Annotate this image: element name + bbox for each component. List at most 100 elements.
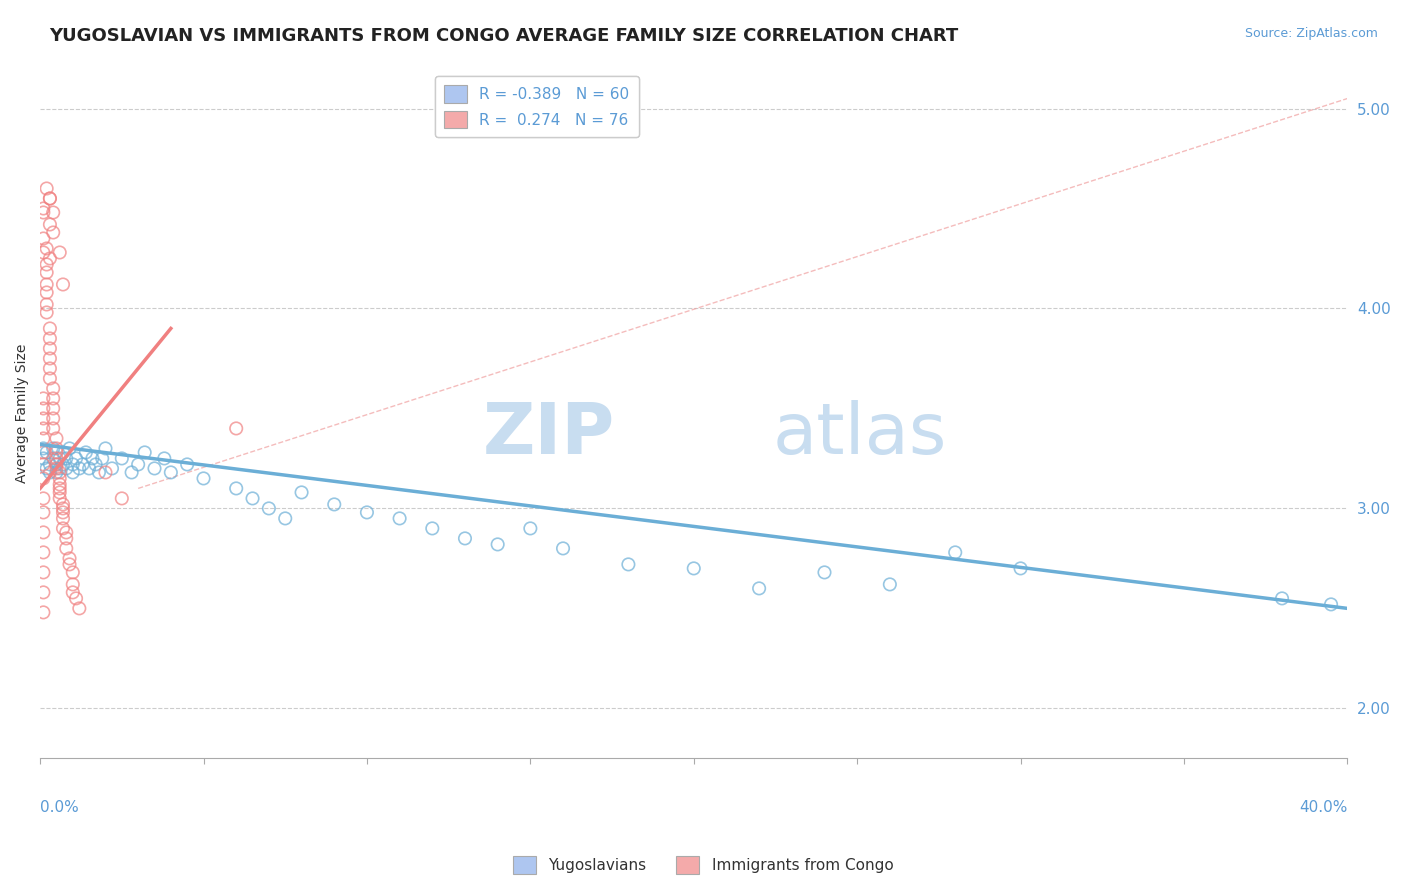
Point	[225, 421, 247, 435]
Point	[160, 466, 183, 480]
Point	[52, 277, 75, 292]
Point	[62, 458, 84, 472]
Point	[91, 451, 114, 466]
Point	[65, 591, 87, 606]
Point	[153, 451, 176, 466]
Point	[143, 461, 166, 475]
Point	[67, 461, 90, 475]
Point	[52, 445, 75, 459]
Point	[134, 445, 156, 459]
Point	[55, 541, 77, 556]
Point	[1320, 598, 1343, 612]
Point	[32, 401, 55, 416]
Point	[32, 505, 55, 519]
Legend: Yugoslavians, Immigrants from Congo: Yugoslavians, Immigrants from Congo	[506, 850, 900, 880]
Point	[193, 471, 215, 485]
Point	[65, 451, 87, 466]
Text: Source: ZipAtlas.com: Source: ZipAtlas.com	[1244, 27, 1378, 40]
Point	[1010, 561, 1032, 575]
Point	[32, 231, 55, 245]
Point	[84, 458, 107, 472]
Point	[58, 551, 80, 566]
Point	[52, 501, 75, 516]
Point	[42, 442, 65, 456]
Text: YUGOSLAVIAN VS IMMIGRANTS FROM CONGO AVERAGE FAMILY SIZE CORRELATION CHART: YUGOSLAVIAN VS IMMIGRANTS FROM CONGO AVE…	[49, 27, 959, 45]
Point	[257, 501, 280, 516]
Point	[67, 601, 90, 615]
Point	[39, 361, 62, 376]
Point	[42, 401, 65, 416]
Point	[35, 242, 58, 256]
Point	[48, 482, 70, 496]
Point	[39, 371, 62, 385]
Point	[48, 461, 70, 475]
Point	[45, 461, 67, 475]
Point	[62, 585, 84, 599]
Point	[323, 497, 346, 511]
Point	[32, 585, 55, 599]
Point	[42, 392, 65, 406]
Point	[32, 491, 55, 506]
Point	[32, 202, 55, 216]
Point	[94, 466, 117, 480]
Point	[52, 497, 75, 511]
Point	[486, 537, 509, 551]
Point	[94, 442, 117, 456]
Point	[454, 532, 477, 546]
Point	[943, 545, 966, 559]
Point	[32, 525, 55, 540]
Point	[77, 461, 100, 475]
Point	[48, 471, 70, 485]
Point	[55, 461, 77, 475]
Point	[617, 558, 640, 572]
Point	[32, 421, 55, 435]
Point	[42, 411, 65, 425]
Point	[32, 471, 55, 485]
Point	[39, 192, 62, 206]
Point	[52, 505, 75, 519]
Point	[58, 442, 80, 456]
Point	[39, 351, 62, 366]
Point	[35, 277, 58, 292]
Point	[32, 205, 55, 219]
Point	[35, 461, 58, 475]
Point	[111, 491, 134, 506]
Point	[32, 392, 55, 406]
Point	[48, 466, 70, 480]
Point	[32, 445, 55, 459]
Point	[551, 541, 574, 556]
Point	[82, 451, 104, 466]
Point	[127, 458, 149, 472]
Point	[35, 181, 58, 195]
Point	[42, 421, 65, 435]
Point	[39, 466, 62, 480]
Point	[45, 442, 67, 456]
Point	[75, 445, 97, 459]
Point	[111, 451, 134, 466]
Point	[55, 532, 77, 546]
Point	[39, 342, 62, 356]
Point	[52, 511, 75, 525]
Text: 40.0%: 40.0%	[1299, 800, 1347, 814]
Point	[32, 442, 55, 456]
Point	[1271, 591, 1294, 606]
Point	[748, 582, 770, 596]
Point	[519, 521, 541, 535]
Point	[45, 458, 67, 472]
Point	[42, 451, 65, 466]
Point	[121, 466, 143, 480]
Point	[101, 461, 124, 475]
Point	[35, 297, 58, 311]
Point	[45, 466, 67, 480]
Point	[32, 566, 55, 580]
Text: 0.0%: 0.0%	[41, 800, 79, 814]
Text: ZIP: ZIP	[484, 400, 616, 468]
Point	[356, 505, 378, 519]
Point	[48, 245, 70, 260]
Point	[225, 482, 247, 496]
Point	[39, 458, 62, 472]
Point	[388, 511, 411, 525]
Point	[62, 466, 84, 480]
Point	[813, 566, 835, 580]
Point	[32, 545, 55, 559]
